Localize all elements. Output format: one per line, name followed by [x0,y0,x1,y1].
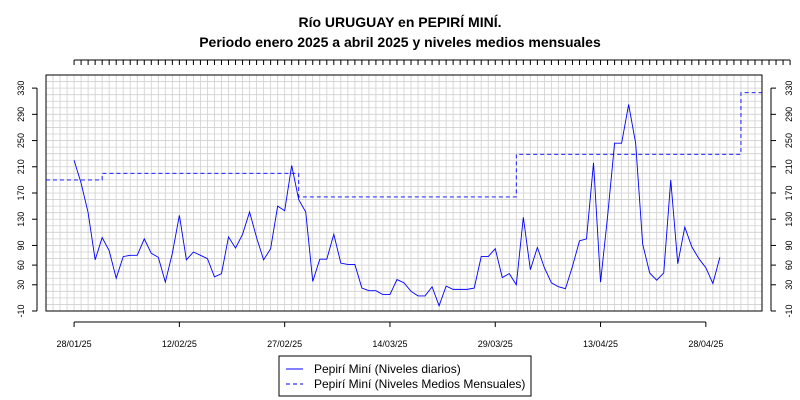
legend-label-daily: Pepirí Miní (Niveles diarios) [314,362,461,376]
legend: Pepirí Miní (Niveles diarios) Pepirí Min… [278,355,532,397]
y-tick-label-left: 330 [16,81,26,96]
series-line-daily [73,104,721,308]
chart-title: Río URUGUAY en PEPIRÍ MINÍ. [298,14,501,30]
y-tick-label-right: 290 [784,107,794,122]
y-tick-label-right: 210 [784,159,794,174]
chart-subtitle: Periodo enero 2025 a abril 2025 y nivele… [199,34,601,50]
y-tick-label-left: 210 [16,159,26,174]
plot-frame [45,74,763,312]
y-tick-label-right: 170 [784,185,794,200]
legend-label-monthly: Pepirí Miní (Niveles Medios Mensuales) [314,377,525,391]
y-tick-label-left: 60 [16,260,26,270]
legend-box [278,355,532,397]
y-tick-label-right: 130 [784,212,794,227]
axes: 28/01/25 12/02/25 27/02/25 14/03/25 29/03/25… [16,59,794,349]
series-layer [46,92,762,308]
y-tick-label-right: 30 [784,280,794,290]
y-tick-label-left: 290 [16,107,26,122]
y-tick-label-right: 250 [784,133,794,148]
y-tick-label-left: 90 [16,240,26,250]
x-tick-label: 12/02/25 [162,339,197,349]
y-tick-label-right: 90 [784,240,794,250]
y-tick-label-left: -10 [16,304,26,317]
x-tick-label: 29/03/25 [478,339,513,349]
x-tick-label: 28/04/25 [688,339,723,349]
series-line-monthly [46,92,762,198]
y-tick-label-left: 250 [16,133,26,148]
y-tick-label-left: 170 [16,185,26,200]
y-tick-label-left: 30 [16,280,26,290]
x-tick-label: 13/04/25 [583,339,618,349]
y-tick-label-right: 60 [784,260,794,270]
plot-border [45,74,763,312]
x-tick-label: 14/03/25 [372,339,407,349]
x-tick-label: 27/02/25 [267,339,302,349]
y-tick-label-left: 130 [16,212,26,227]
y-tick-label-right: 330 [784,81,794,96]
grid [45,74,763,312]
x-tick-label: 28/01/25 [57,339,92,349]
y-tick-label-right: -10 [784,304,794,317]
